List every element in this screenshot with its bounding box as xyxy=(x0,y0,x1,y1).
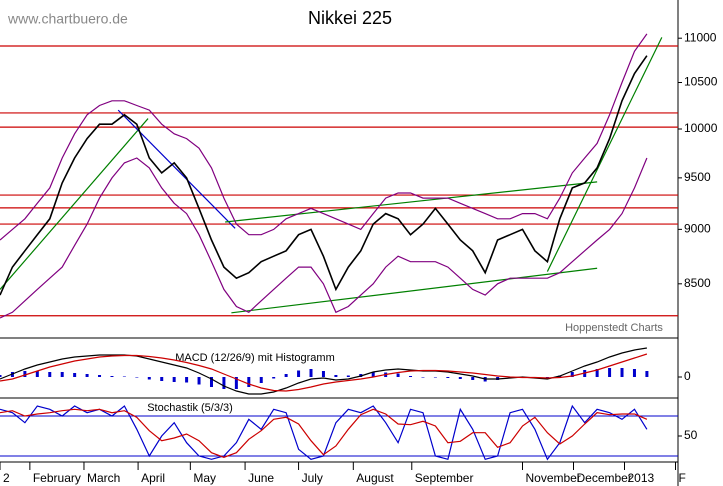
histogram-bar xyxy=(570,372,574,377)
histogram-bar xyxy=(458,377,462,379)
histogram-bar xyxy=(272,377,276,379)
source-note: Hoppenstedt Charts xyxy=(565,322,663,334)
histogram-bar xyxy=(172,377,176,382)
histogram-bar xyxy=(371,372,375,377)
trend-line xyxy=(0,118,149,290)
histogram-bar xyxy=(23,371,27,377)
histogram-bar xyxy=(135,377,139,378)
histogram-bar xyxy=(85,374,89,377)
watermark: www.chartbuero.de xyxy=(7,11,128,27)
series-line xyxy=(0,408,648,458)
histogram-bar xyxy=(334,375,338,377)
x-tick-label: March xyxy=(87,471,120,485)
histogram-bar xyxy=(147,377,151,380)
histogram-bar xyxy=(595,369,599,377)
histogram-bar xyxy=(209,377,213,387)
histogram-bar xyxy=(247,377,251,387)
series-line xyxy=(0,404,648,461)
x-tick-label: July xyxy=(302,471,323,485)
y-tick-label: 10500 xyxy=(684,75,718,89)
trend-line xyxy=(231,267,598,314)
y-tick-label: 9000 xyxy=(684,222,711,236)
histogram-bar xyxy=(259,377,263,383)
histogram-bar xyxy=(98,375,102,377)
x-tick-label: June xyxy=(248,471,274,485)
histogram-bar xyxy=(620,368,624,377)
x-tick-label: May xyxy=(193,471,216,485)
y-tick-label: 0 xyxy=(684,369,691,383)
series-line xyxy=(0,55,648,296)
x-tick-label: F xyxy=(679,471,686,485)
histogram-bar xyxy=(409,376,413,377)
x-tick-label: February xyxy=(33,471,81,485)
histogram-bar xyxy=(297,370,301,377)
x-tick-label: April xyxy=(141,471,165,485)
histogram-bar xyxy=(309,369,313,377)
histogram-bar xyxy=(110,376,114,377)
histogram-bar xyxy=(433,377,437,378)
y-tick-label: 11000 xyxy=(684,30,717,44)
macd-title: MACD (12/26/9) mit Histogramm xyxy=(175,352,335,364)
histogram-bar xyxy=(608,368,612,377)
series-line xyxy=(0,347,647,395)
x-tick-label: December xyxy=(577,471,632,485)
histogram-bar xyxy=(421,377,425,378)
stoch-title: Stochastik (5/3/3) xyxy=(147,402,233,414)
histogram-bar xyxy=(446,377,450,378)
histogram-bar xyxy=(35,371,39,377)
histogram-bar xyxy=(60,372,64,377)
histogram-bar xyxy=(346,375,350,377)
y-tick-label: 10000 xyxy=(684,121,718,135)
x-tick-label: 2 xyxy=(3,471,10,485)
x-tick-label: August xyxy=(356,471,394,485)
histogram-bar xyxy=(122,376,126,377)
histogram-bar xyxy=(396,373,400,377)
series-line xyxy=(0,157,648,319)
histogram-bar xyxy=(321,371,325,377)
histogram-bar xyxy=(284,374,288,377)
y-tick-label: 8500 xyxy=(684,276,711,290)
histogram-bar xyxy=(185,377,189,383)
histogram-bar xyxy=(234,377,238,389)
series-line xyxy=(0,353,648,392)
trend-line xyxy=(546,37,663,272)
x-tick-label: November xyxy=(525,471,580,485)
x-tick-label: September xyxy=(415,471,474,485)
histogram-bar xyxy=(48,372,52,377)
series-line xyxy=(0,33,648,241)
histogram-bar xyxy=(160,377,164,381)
trend-line xyxy=(225,181,598,223)
histogram-bar xyxy=(0,375,2,377)
histogram-bar xyxy=(632,369,636,377)
histogram-bar xyxy=(471,377,475,380)
x-tick-label: 2013 xyxy=(628,471,655,485)
histogram-bar xyxy=(73,373,77,377)
histogram-bar xyxy=(197,377,201,385)
histogram-bar xyxy=(645,371,649,377)
histogram-bar xyxy=(222,377,226,389)
chart-title: Nikkei 225 xyxy=(308,8,392,28)
y-tick-label: 50 xyxy=(684,428,698,442)
y-tick-label: 9500 xyxy=(684,170,711,184)
trend-line xyxy=(117,109,236,229)
